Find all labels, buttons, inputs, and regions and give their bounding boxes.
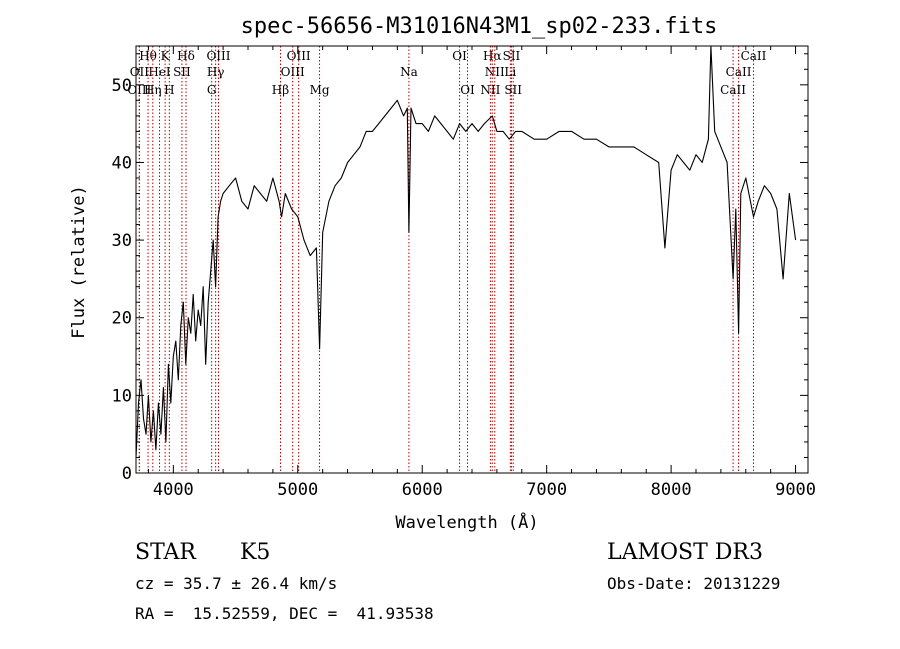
spectral-line-label-23: Mg bbox=[310, 83, 330, 97]
chart-title: spec-56656-M31016N43M1_sp02-233.fits bbox=[241, 14, 718, 39]
y-tick-label-2: 20 bbox=[112, 309, 132, 329]
spectral-line-label-22: Hβ bbox=[272, 83, 289, 97]
spectral-line-label-7: SII bbox=[503, 49, 521, 63]
object-class: STAR bbox=[135, 540, 196, 565]
spectral-line-label-20: H bbox=[164, 83, 174, 97]
x-tick-label-0: 4000 bbox=[153, 480, 194, 500]
spectral-line-label-17: CaII bbox=[726, 65, 752, 79]
spectral-line-label-21: G bbox=[207, 83, 217, 97]
plot-frame bbox=[135, 45, 809, 474]
spectral-line-label-27: CaII bbox=[720, 83, 746, 97]
spectral-line-label-14: Na bbox=[400, 65, 418, 79]
spectrum-series bbox=[135, 45, 797, 458]
x-tick-label-3: 7000 bbox=[526, 480, 567, 500]
redshift-info: cz = 35.7 ± 26.4 km/s bbox=[135, 574, 338, 593]
spectral-line-label-1: K bbox=[161, 49, 171, 63]
spectral-line-label-24: OI bbox=[460, 83, 475, 97]
x-tick-label-4: 8000 bbox=[651, 480, 692, 500]
plot-axes bbox=[135, 45, 809, 474]
spectral-line-label-11: SII bbox=[173, 65, 191, 79]
x-tick-label-2: 6000 bbox=[402, 480, 443, 500]
y-axis-label: Flux (relative) bbox=[69, 185, 89, 339]
spectral-line-label-13: OIII bbox=[281, 65, 305, 79]
y-tick-label-5: 50 bbox=[112, 76, 132, 96]
spectral-line-label-5: OI bbox=[452, 49, 467, 63]
x-axis-label: Wavelength (Å) bbox=[395, 511, 538, 533]
spectral-line-label-0: Hθ bbox=[139, 49, 157, 63]
object-subclass: K5 bbox=[240, 540, 271, 565]
y-tick-label-0: 0 bbox=[122, 464, 132, 484]
spectral-line-label-26: SII bbox=[504, 83, 522, 97]
spectral-line-label-3: OIII bbox=[206, 49, 230, 63]
spectrum-line-0 bbox=[135, 45, 797, 458]
spectral-line-label-10: HeI bbox=[148, 65, 171, 79]
spectral-line-label-8: CaII bbox=[741, 49, 767, 63]
y-tick-label-1: 10 bbox=[112, 386, 132, 406]
spectral-line-label-25: NII bbox=[480, 83, 500, 97]
spectral-line-label-15: NII bbox=[485, 65, 505, 79]
x-tick-label-1: 5000 bbox=[277, 480, 318, 500]
spectral-line-label-6: Hα bbox=[483, 49, 502, 63]
observation-date: Obs-Date: 20131229 bbox=[607, 574, 781, 593]
axis-ticks: 4000 5000 6000 7000 8000 9000 0 10 20 30 40 50 bbox=[112, 46, 816, 500]
y-tick-label-4: 40 bbox=[112, 153, 132, 173]
spectral-line-label-19: Hη bbox=[144, 83, 162, 97]
spectral-line-label-4: OIII bbox=[287, 49, 311, 63]
y-tick-label-3: 30 bbox=[112, 231, 132, 251]
spectral-line-label-2: Hδ bbox=[177, 49, 195, 63]
coordinates: RA = 15.52559, DEC = 41.93538 bbox=[135, 604, 434, 623]
spectral-line-label-18: OIII bbox=[127, 83, 151, 97]
x-tick-label-5: 9000 bbox=[775, 480, 816, 500]
survey-name: LAMOST DR3 bbox=[607, 540, 763, 565]
spectral-line-label-16: Li bbox=[504, 65, 516, 79]
spectral-line-label-12: Hγ bbox=[207, 65, 225, 79]
